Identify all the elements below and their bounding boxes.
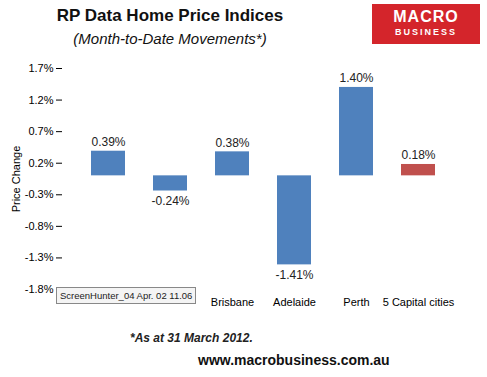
svg-text:-1.3%: -1.3% <box>25 251 54 263</box>
html-text:(Month-to-Date Movements*): (Month-to-Date Movements*) <box>73 30 267 47</box>
svg-text:-0.3%: -0.3% <box>25 188 54 200</box>
svg-text:0.39%: 0.39% <box>91 135 125 149</box>
svg-text:Price Change: Price Change <box>10 146 22 213</box>
html-text:MACRO: MACRO <box>393 8 459 25</box>
html-text:www.macrobusiness.com.au: www.macrobusiness.com.au <box>198 352 390 368</box>
svg-text:5 Capital cities: 5 Capital cities <box>383 296 455 308</box>
svg-text:-0.8%: -0.8% <box>25 220 54 232</box>
svg-text:Adelaide: Adelaide <box>273 296 316 308</box>
svg-text:Brisbane: Brisbane <box>211 296 254 308</box>
svg-text:0.2%: 0.2% <box>28 157 53 169</box>
svg-text:1.7%: 1.7% <box>28 62 53 74</box>
svg-text:1.40%: 1.40% <box>339 71 373 85</box>
svg-text:0.7%: 0.7% <box>28 125 53 137</box>
html-text:RP Data Home Price Indices: RP Data Home Price Indices <box>56 6 284 25</box>
svg-text:-0.24%: -0.24% <box>151 194 189 208</box>
svg-text:-1.41%: -1.41% <box>275 268 313 282</box>
svg-text:-1.8%: -1.8% <box>25 283 54 295</box>
html-text:BUSINESS: BUSINESS <box>395 27 457 37</box>
html-text:ScreenHunter_04 Apr. 02 11.06: ScreenHunter_04 Apr. 02 11.06 <box>60 290 193 301</box>
svg-text:1.2%: 1.2% <box>28 94 53 106</box>
svg-text:Perth: Perth <box>343 296 369 308</box>
svg-text:0.18%: 0.18% <box>401 148 435 162</box>
svg-text:0.38%: 0.38% <box>215 136 249 150</box>
html-text:*As at 31 March 2012.: *As at 31 March 2012. <box>130 331 253 345</box>
